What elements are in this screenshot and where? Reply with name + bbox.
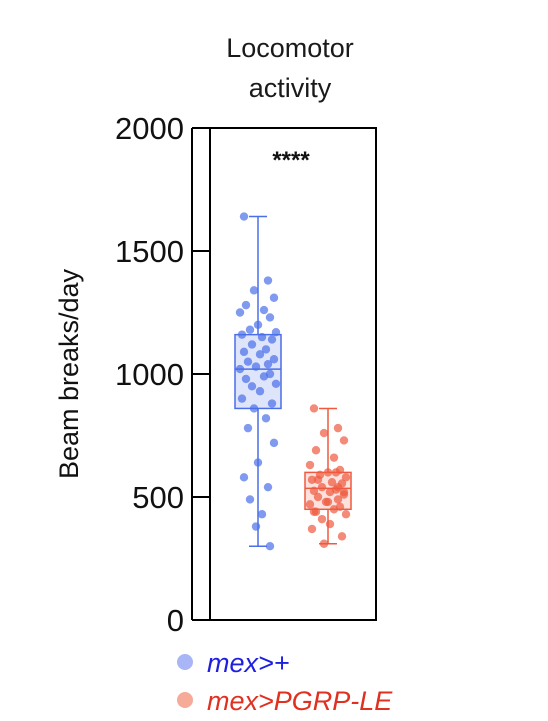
data-point	[235, 364, 245, 374]
data-point	[249, 286, 259, 295]
data-point	[325, 487, 335, 497]
data-point	[243, 357, 253, 366]
data-point	[317, 514, 327, 524]
data-point	[239, 212, 249, 221]
data-point	[253, 320, 263, 329]
data-point	[271, 327, 281, 337]
data-point	[319, 539, 329, 548]
group-1	[234, 212, 282, 551]
data-point	[331, 468, 341, 477]
y-tick-label: 500	[132, 480, 184, 515]
legend-marker	[177, 654, 193, 670]
data-point	[265, 542, 275, 551]
data-point	[247, 340, 257, 349]
data-point	[241, 300, 251, 310]
data-point	[237, 330, 247, 339]
data-point	[255, 387, 265, 396]
data-point	[339, 487, 349, 497]
data-point	[259, 372, 269, 381]
data-point	[309, 507, 319, 516]
data-point	[267, 335, 277, 344]
data-point	[239, 347, 249, 357]
data-point	[307, 524, 317, 534]
data-point	[261, 345, 271, 354]
data-point	[305, 500, 315, 509]
data-point	[333, 423, 343, 433]
data-point	[237, 394, 247, 403]
legend-label: mex>PGRP-LE	[207, 686, 393, 716]
data-point	[329, 505, 339, 514]
data-point	[339, 436, 349, 445]
legend: mex>+ mex>PGRP-LE	[177, 648, 393, 716]
data-point	[329, 453, 339, 462]
title-line-2: activity	[249, 73, 332, 103]
data-point	[257, 510, 267, 519]
data-point	[319, 428, 329, 438]
data-point	[239, 473, 249, 482]
data-point	[333, 495, 343, 504]
data-point	[251, 522, 261, 531]
data-point	[235, 308, 245, 317]
data-point	[269, 355, 279, 364]
data-point	[265, 313, 275, 322]
data-point	[271, 379, 281, 389]
y-tick-label: 0	[167, 603, 184, 638]
title-line-1: Locomotor	[226, 33, 354, 63]
data-point	[337, 532, 347, 541]
legend-marker	[177, 692, 193, 708]
data-point	[269, 293, 279, 302]
data-point	[309, 486, 319, 496]
data-point	[261, 414, 271, 423]
data-point	[333, 482, 343, 492]
significance-label: ****	[272, 147, 310, 174]
y-tick-label: 1000	[115, 357, 184, 392]
data-point	[323, 468, 333, 477]
y-axis-label: Beam breaks/day	[54, 268, 84, 479]
data-point	[245, 495, 255, 504]
data-point	[243, 423, 253, 433]
y-tick-label: 1500	[115, 234, 184, 269]
data-point	[313, 475, 323, 484]
y-axis: 0 500 1000 1500 2000	[115, 111, 210, 638]
data-point	[313, 492, 323, 502]
data-point	[263, 359, 273, 369]
data-point	[263, 276, 273, 285]
data-point	[311, 446, 321, 455]
data-point	[257, 332, 267, 342]
data-point	[323, 497, 333, 507]
data-point	[341, 473, 351, 482]
data-point	[263, 482, 273, 492]
legend-label: mex>+	[207, 648, 290, 678]
data-point	[251, 362, 261, 371]
chart-title: Locomotor activity	[226, 33, 354, 103]
data-point	[307, 475, 317, 484]
data-point	[241, 374, 251, 384]
data-point	[259, 305, 269, 315]
y-tick-label: 2000	[115, 111, 184, 146]
data-point	[267, 399, 277, 408]
data-point	[247, 382, 257, 391]
data-point	[327, 478, 337, 487]
data-point	[317, 482, 327, 492]
data-point	[253, 458, 263, 467]
data-point	[325, 519, 335, 529]
data-point	[341, 510, 351, 519]
data-point	[255, 350, 265, 359]
data-groups	[234, 212, 352, 551]
data-point	[309, 404, 319, 413]
data-point	[269, 438, 279, 448]
group-2	[304, 404, 352, 548]
data-point	[245, 325, 255, 334]
data-point	[249, 404, 259, 413]
data-point	[305, 460, 315, 470]
